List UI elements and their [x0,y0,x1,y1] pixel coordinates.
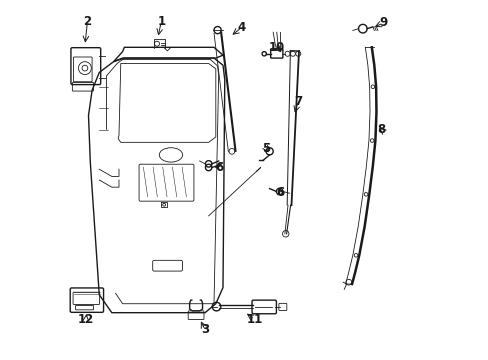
Text: 12: 12 [78,312,94,326]
Text: 5: 5 [262,142,269,155]
Text: 2: 2 [83,15,91,28]
Text: 3: 3 [201,323,209,336]
Text: 10: 10 [268,41,285,54]
Text: 7: 7 [294,95,302,108]
Text: 11: 11 [246,312,262,326]
Text: 8: 8 [377,123,385,136]
Text: 6: 6 [215,161,223,174]
Text: 9: 9 [379,17,387,30]
Text: 6: 6 [276,186,284,199]
Text: 1: 1 [157,15,165,28]
Text: 4: 4 [237,21,245,34]
